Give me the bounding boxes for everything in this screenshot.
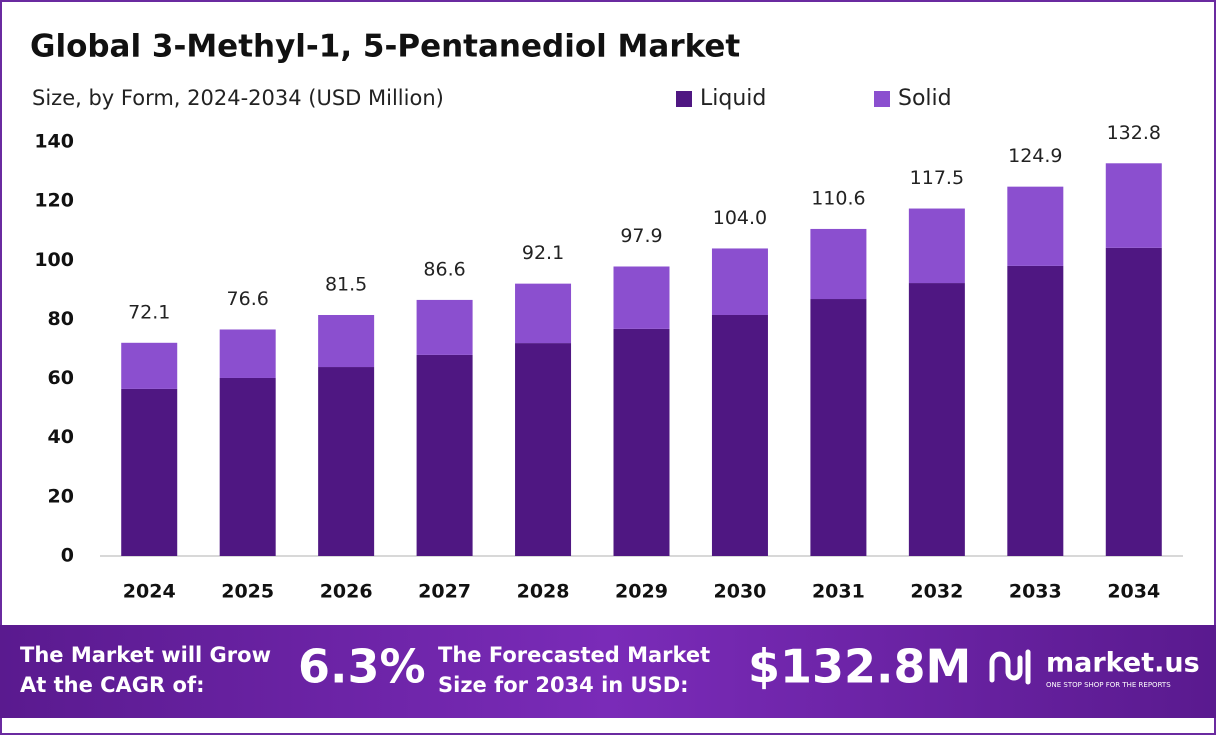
y-tick-label: 20 — [48, 485, 74, 507]
chart-subtitle: Size, by Form, 2024-2034 (USD Million) — [32, 86, 444, 110]
footer-text: The Forecasted Market — [438, 643, 710, 667]
total-label: 132.8 — [1107, 122, 1161, 144]
footer-band — [0, 625, 1216, 718]
bar-segment — [1007, 265, 1064, 556]
x-tick-label: 2034 — [1107, 581, 1160, 603]
bar-segment — [318, 314, 375, 368]
bar-segment — [810, 228, 867, 300]
bar-segment — [318, 367, 375, 556]
total-label: 97.9 — [620, 225, 662, 247]
footer-text: At the CAGR of: — [20, 673, 205, 697]
bar-segment — [908, 208, 965, 284]
bar-segment — [711, 248, 768, 315]
total-label: 124.9 — [1008, 145, 1062, 167]
bar-segment — [121, 388, 178, 556]
bar-segment — [613, 266, 670, 329]
x-tick-label: 2033 — [1009, 581, 1062, 603]
y-tick-label: 40 — [48, 426, 74, 448]
legend-swatch — [874, 91, 890, 107]
total-label: 72.1 — [128, 301, 170, 323]
y-tick-label: 100 — [34, 249, 74, 271]
bar-segment — [613, 328, 670, 556]
x-tick-label: 2031 — [812, 581, 865, 603]
brand-logo — [989, 649, 1031, 685]
bar-segment — [416, 299, 473, 355]
total-label: 81.5 — [325, 273, 367, 295]
total-label: 104.0 — [713, 207, 767, 229]
bar-segment — [1105, 247, 1162, 556]
total-label: 117.5 — [910, 167, 964, 189]
bar-segment — [219, 329, 276, 378]
total-label: 92.1 — [522, 242, 564, 264]
y-tick-label: 0 — [61, 545, 74, 567]
x-tick-label: 2026 — [320, 581, 373, 603]
footer-text: Size for 2034 in USD: — [438, 673, 689, 697]
bar-segment — [1105, 163, 1162, 248]
x-tick-label: 2032 — [910, 581, 963, 603]
forecast-value: $132.8M — [748, 640, 971, 694]
x-tick-label: 2028 — [517, 581, 570, 603]
legend-label: Solid — [898, 86, 952, 111]
footer-text: The Market will Grow — [20, 643, 271, 667]
bar-segment — [416, 354, 473, 556]
bar-segment — [219, 377, 276, 556]
cagr-value: 6.3% — [298, 640, 426, 694]
bar-segment — [515, 343, 572, 556]
legend-label: Liquid — [700, 86, 766, 111]
bar-segment — [515, 283, 572, 344]
total-label: 76.6 — [227, 288, 269, 310]
x-tick-label: 2030 — [714, 581, 767, 603]
x-tick-label: 2027 — [418, 581, 471, 603]
brand-tagline: ONE STOP SHOP FOR THE REPORTS — [1046, 681, 1171, 689]
y-tick-label: 120 — [34, 190, 74, 212]
bar-segment — [711, 314, 768, 556]
chart-title: Global 3-Methyl-1, 5-Pentanediol Market — [30, 29, 740, 65]
y-tick-label: 140 — [34, 131, 74, 153]
x-tick-label: 2025 — [221, 581, 274, 603]
total-label: 86.6 — [423, 258, 465, 280]
total-label: 110.6 — [811, 187, 865, 209]
bar-segment — [121, 342, 178, 389]
bar-segment — [810, 299, 867, 556]
legend-swatch — [676, 91, 692, 107]
x-tick-label: 2029 — [615, 581, 668, 603]
bar-segment — [908, 283, 965, 556]
y-tick-label: 60 — [48, 367, 74, 389]
bar-segment — [1007, 186, 1064, 266]
y-tick-label: 80 — [48, 308, 74, 330]
x-tick-label: 2024 — [123, 581, 176, 603]
brand-name: market.us — [1046, 648, 1200, 679]
